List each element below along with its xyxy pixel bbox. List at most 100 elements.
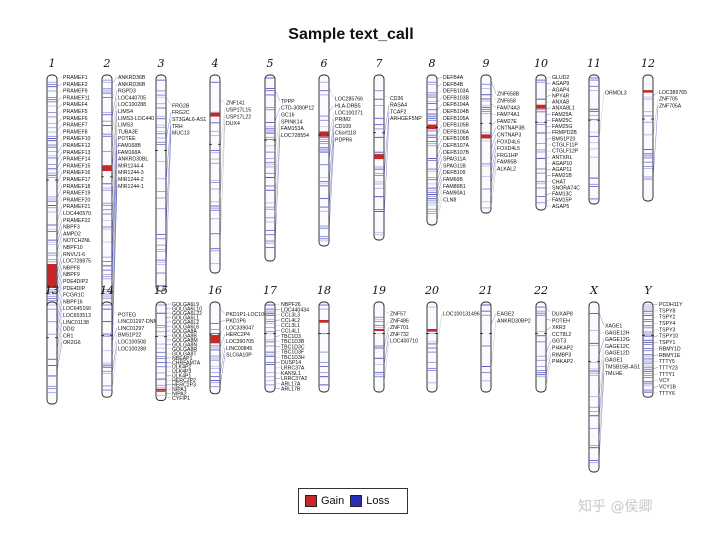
chr-15-gene-label: HERC2P2 (172, 378, 196, 384)
chr-6-gene-connector (328, 139, 335, 234)
chr-3-gene-label: FRG2C (172, 110, 190, 116)
chr-18-label: 18 (317, 284, 331, 297)
chr-17-gene-connector (274, 309, 281, 311)
chr-11-gene-label: ORMDL3 (605, 90, 627, 96)
chr-19-gene-label: ZNF57 (390, 312, 406, 318)
legend-swatch-loss (350, 495, 363, 507)
chr-y-gene-connector (652, 360, 659, 363)
chr-3-gene-connector (165, 125, 172, 227)
chr-8-gene-label: DEFB4A (443, 75, 464, 81)
chr-x-gene-connector (598, 366, 605, 441)
chr-17-gene-label: LOC440434 (281, 307, 309, 313)
chr-y-gene-connector (652, 379, 659, 382)
chr-y-gene-connector (652, 329, 659, 331)
chr-10-gene-label: FAM15P (552, 198, 572, 204)
chr-5-gene-connector (274, 121, 281, 184)
chr-1-gene-label: NOTCH2NL (63, 238, 91, 244)
chr-1-gene-connector (56, 219, 63, 237)
chr-x-gene-label: TMLHE (605, 371, 623, 377)
chr-1-gene-connector (56, 104, 63, 109)
chr-19-gene-connector (383, 320, 390, 330)
chr-14-gene-label: LOC100508 (118, 339, 146, 345)
chr-20-label: 20 (424, 284, 439, 297)
chr-14-gene-connector (111, 327, 118, 342)
chr-8-gene-connector (436, 83, 443, 88)
chr-3-gene-connector (165, 118, 172, 184)
chr-9-gene-connector (490, 113, 497, 116)
chr-4-body (209, 74, 221, 274)
chr-21-gene-label: EAGE2 (497, 312, 514, 318)
chr-13-body (46, 301, 58, 405)
chr-8-gene-label: DEFB107B (443, 150, 469, 156)
chr-y-gene-label: VCY (659, 378, 670, 384)
chr-1-gene-connector (56, 321, 63, 349)
chr-8-gene-connector (436, 178, 443, 198)
chr-15-gene-label: GOLGA8M (172, 338, 198, 344)
chr-16-gene-label: LINC00845 (226, 346, 252, 352)
chr-5-gene-connector (274, 90, 281, 102)
chr-1-gene-label: LOC728875 (63, 259, 91, 265)
chr-21-gene-connector (490, 320, 497, 370)
chr-2-gene-label: MIR1244-3 (118, 170, 144, 176)
chr-2-gene-connector (111, 97, 118, 135)
chr-1-gene-label: NBPF10 (63, 245, 83, 251)
chr-4-gene-connector (219, 123, 226, 249)
chr-1-gene-label: PRAMEF14 (63, 157, 91, 163)
chr-4-gene-label: USP17L15 (226, 108, 251, 114)
chr-8-gene-label: CLN8 (443, 197, 456, 203)
chr-7-gene-connector (383, 111, 390, 179)
chr-1-gene-label: LOC645166 (63, 306, 91, 312)
chr-3-gene-connector (165, 132, 172, 270)
chr-16-gene-label: LOC390705 (226, 339, 254, 345)
chr-9-gene-label: ZNF658 (497, 99, 516, 105)
chr-2-gene-label: FAM168B (118, 143, 141, 149)
chr-17-label: 17 (263, 284, 277, 297)
chr-17-gene-connector (274, 340, 281, 342)
chr-1-gene-label: OR2G6 (63, 340, 81, 346)
chr-16-gene-connector (219, 327, 226, 335)
chr-10-gene-connector (545, 89, 552, 91)
chr-1-gene-connector (56, 294, 63, 319)
chr-17-gene-connector (274, 377, 281, 380)
chr-1-gene-label: NBPF8 (63, 265, 80, 271)
chr-15-gene-label: GOLGA6L9 (172, 302, 199, 308)
chr-1-gene-label: PDE4DIP2 (63, 279, 88, 285)
chr-10-gene-connector (545, 144, 552, 146)
chr-9-gene-label: CNTNAP3B (497, 126, 525, 132)
chr-10-gene-connector (545, 156, 552, 159)
chr-10-gene-label: AGAP9 (552, 81, 569, 87)
chr-10-gene-connector (545, 187, 552, 189)
chr-2-gene-connector (111, 172, 118, 324)
chr-7-gene-connector (383, 95, 390, 98)
chr-10-gene-label: AGAP11 (552, 167, 572, 173)
chr-17-gene-connector (274, 367, 281, 369)
chr-8-gene-label: SPAG11A (443, 157, 466, 163)
chr-1-gene-label: PRAMEF15 (63, 163, 91, 169)
chr-1-gene-connector (56, 280, 63, 304)
chr-x-gene-label: GAGE12D (605, 351, 630, 357)
chr-5-body (264, 74, 276, 262)
chr-17-gene-label: TBC1D3C (281, 344, 305, 350)
chr-2-gene-connector (111, 131, 118, 221)
chr-19-gene-label: ZNF701 (390, 325, 409, 331)
chr-1-gene-connector (56, 192, 63, 207)
chr-2-gene-label: ANKRD36B (118, 82, 146, 88)
chr-x-gene-label: XAGE1 (605, 324, 622, 330)
chr-8-gene-connector (436, 192, 443, 214)
chr-9-gene-label: FRG1HP (497, 153, 519, 159)
chr-2-gene-label: RGPD3 (118, 89, 136, 95)
chr-9-gene-connector (490, 154, 497, 185)
chr-6-gene-connector (328, 105, 335, 112)
chr-15-label: 15 (154, 284, 168, 297)
chr-2-gene-label: LIMS3-LOC440 (118, 116, 154, 122)
chr-21-body (480, 301, 492, 393)
chr-5-label: 5 (267, 57, 274, 70)
chr-1-gene-label: LOC440570 (63, 211, 91, 217)
chr-1-gene-label: PRAMEF17 (63, 177, 91, 183)
chr-3-gene-label: TRH (172, 124, 183, 130)
chr-10-gene-connector (545, 107, 552, 109)
chr-17-gene-label: ARL17B (281, 387, 301, 393)
chr-10-gene-connector (545, 174, 552, 177)
chr-1-gene-connector (56, 253, 63, 274)
chr-1-gene-label: NBPF9 (63, 272, 80, 278)
